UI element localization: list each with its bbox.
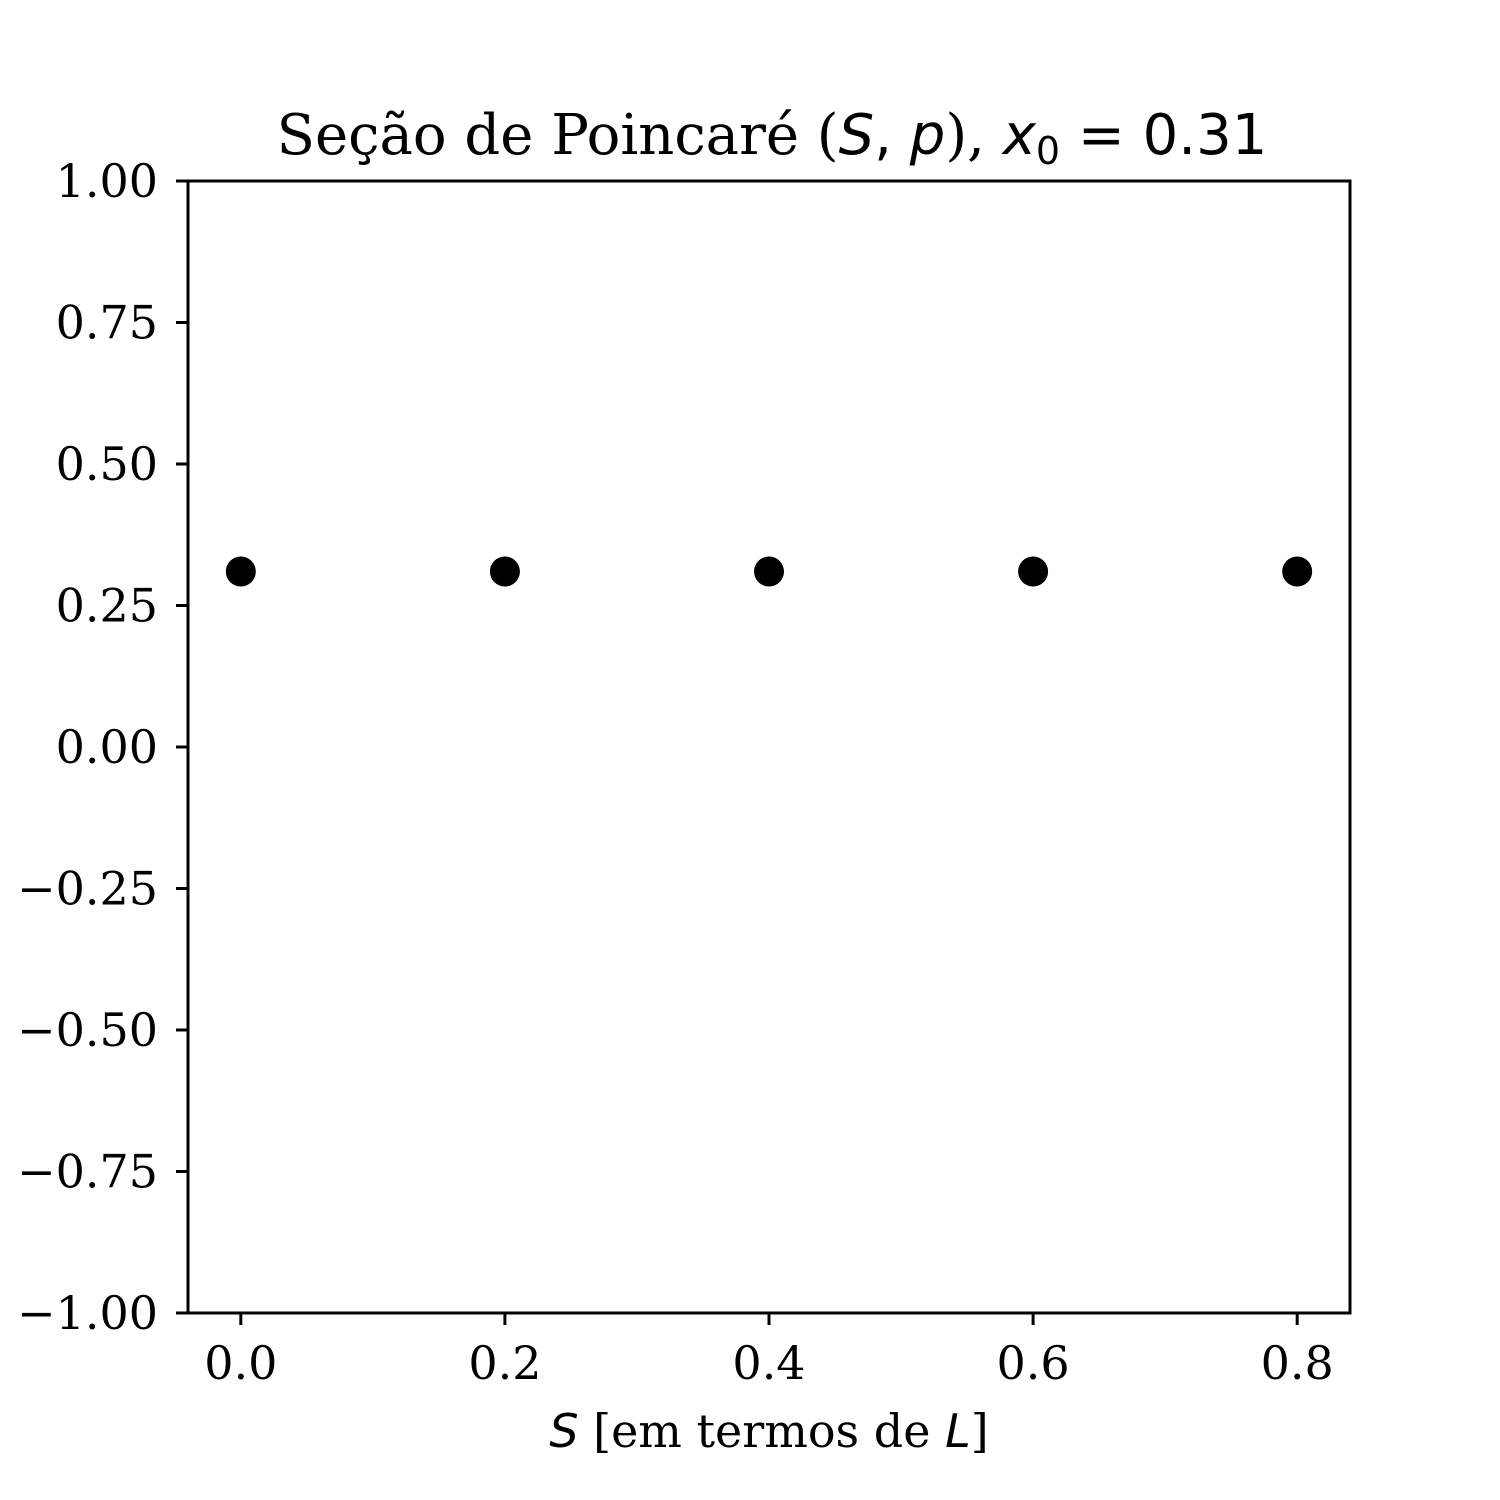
data-point <box>1018 556 1049 587</box>
y-tick-label: 0.00 <box>56 720 158 774</box>
x-label-end: ] <box>971 1404 989 1458</box>
data-points <box>225 556 1313 587</box>
title-var-p: p <box>909 103 946 168</box>
title-equals: = 0.31 <box>1060 103 1267 168</box>
title-close: ), <box>945 103 1002 168</box>
y-tick-label: 1.00 <box>56 154 158 208</box>
chart-title: Seção de Poincaré (S, p), x0 = 0.31 <box>277 103 1268 173</box>
data-point <box>754 556 784 587</box>
y-tick-label: −1.00 <box>17 1286 158 1340</box>
x-tick-label: 0.4 <box>732 1336 805 1390</box>
title-var-x: x <box>1001 103 1037 168</box>
plot-frame <box>186 179 1352 1315</box>
x-tick-label: 0.6 <box>997 1336 1070 1390</box>
data-point <box>1282 556 1313 587</box>
title-prefix: Seção de Poincaré ( <box>277 103 839 168</box>
x-label-unit: L <box>945 1404 971 1458</box>
x-tick-label: 0.2 <box>468 1336 541 1390</box>
y-tick-label: −0.25 <box>17 862 158 916</box>
y-tick-label: 0.50 <box>56 437 158 491</box>
y-tick-label: 0.25 <box>56 579 158 633</box>
title-subscript: 0 <box>1036 129 1060 173</box>
x-axis-label: S [em termos de L] <box>549 1404 988 1458</box>
y-tick-label: 0.75 <box>56 296 158 350</box>
y-tick-label: −0.50 <box>17 1003 158 1057</box>
x-tick-label: 0.8 <box>1261 1336 1334 1390</box>
x-label-var: S <box>549 1404 578 1458</box>
x-tick-label: 0.0 <box>204 1336 277 1390</box>
data-point <box>489 556 520 587</box>
title-var-s: S <box>839 103 875 168</box>
x-label-middle: [em termos de <box>579 1404 946 1458</box>
y-tick-label: −0.75 <box>17 1145 158 1199</box>
axis-ticks: 0.0 0.2 0.4 0.6 0.8 1.00 0.75 0.50 0.25 0.00 −0.25… <box>17 154 1334 1390</box>
title-comma: , <box>874 103 910 168</box>
data-point <box>225 556 256 587</box>
